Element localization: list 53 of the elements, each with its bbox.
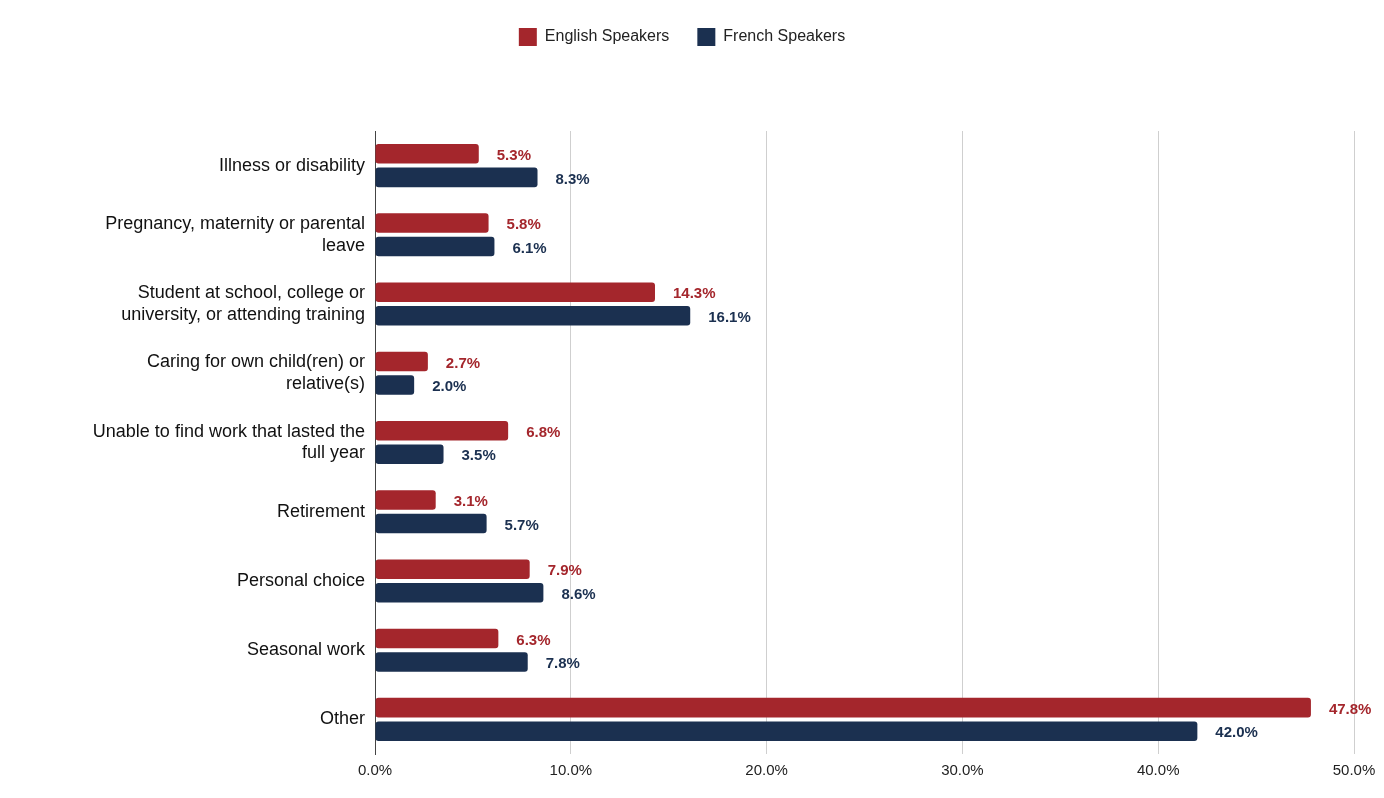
bar [375, 628, 499, 649]
bar [375, 144, 479, 164]
data-label: 6.1% [512, 238, 547, 256]
bar [375, 559, 530, 579]
data-label: 47.8% [1328, 699, 1372, 717]
legend-label: English Speakers [544, 27, 670, 45]
y-tick-label: Personal choice [236, 569, 365, 590]
data-label: 2.7% [445, 353, 481, 371]
data-label: 8.6% [561, 584, 596, 602]
data-label: 3.5% [461, 446, 496, 464]
data-label: 42.0% [1215, 723, 1258, 741]
bar [375, 306, 691, 326]
x-tick-label: 50.0% [1332, 761, 1376, 779]
x-tick-label: 20.0% [745, 761, 788, 779]
bar [375, 282, 655, 303]
y-tick-label: Retirement [276, 500, 365, 521]
x-tick-label: 40.0% [1136, 761, 1180, 779]
bar [375, 375, 415, 395]
y-tick-label: Unable to find work that lasted the full year [92, 420, 365, 463]
data-label: 5.3% [496, 145, 531, 163]
y-tick-label: Other [319, 708, 365, 729]
y-tick-label: Seasonal work [246, 639, 366, 660]
legend-label: French Speakers [723, 27, 846, 45]
y-tick-label: Illness or disability [218, 154, 365, 175]
bar [375, 167, 538, 188]
y-tick-label: Caring for own child(ren) or relative(s) [146, 351, 365, 394]
bar [375, 652, 528, 672]
data-label: 6.8% [526, 422, 561, 440]
bar [375, 582, 544, 603]
bar [375, 721, 1198, 741]
bar [375, 490, 436, 510]
data-label: 7.9% [547, 561, 582, 579]
bar [375, 236, 495, 257]
data-label: 7.8% [545, 654, 580, 672]
data-label: 3.1% [453, 492, 488, 510]
bar [375, 213, 489, 233]
bar [375, 697, 1311, 718]
data-label: 2.0% [432, 377, 467, 395]
data-label: 8.3% [555, 169, 590, 187]
bar [375, 444, 444, 465]
data-label: 5.7% [504, 515, 539, 533]
bar [375, 351, 428, 372]
data-label: 6.3% [516, 630, 551, 648]
bar [375, 420, 509, 441]
x-tick-label: 10.0% [549, 761, 593, 779]
data-label: 16.1% [708, 307, 751, 325]
x-tick-label: 30.0% [941, 761, 984, 779]
y-tick-label: Student at school, college or university, or attending training [121, 282, 365, 324]
data-label: 14.3% [672, 284, 716, 302]
y-tick-label: Pregnancy, maternity or parental leave [105, 213, 365, 255]
x-tick-label: 0.0% [357, 761, 393, 779]
data-label: 5.8% [506, 215, 541, 233]
bar [375, 513, 487, 534]
